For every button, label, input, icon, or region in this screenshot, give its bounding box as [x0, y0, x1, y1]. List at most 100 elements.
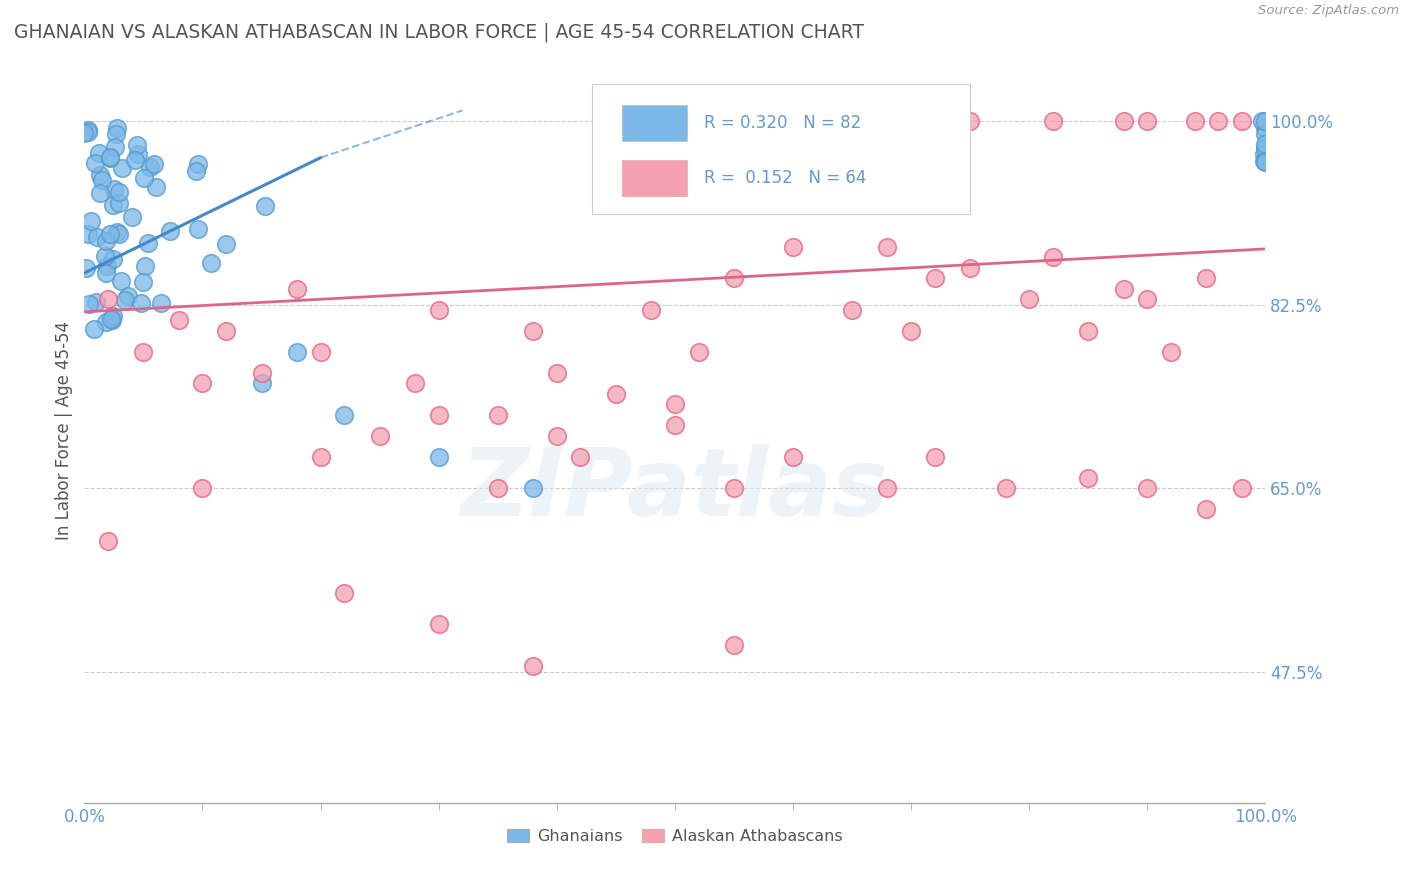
Point: [89, 168, 111, 182]
Point: [723, 639, 745, 653]
Point: [1253, 147, 1275, 161]
Point: [876, 114, 898, 128]
Point: [876, 240, 898, 254]
Point: [124, 153, 146, 168]
Point: [94, 249, 117, 263]
Point: [1136, 114, 1159, 128]
FancyBboxPatch shape: [621, 161, 686, 196]
Point: [1160, 344, 1182, 359]
Point: [782, 114, 804, 128]
Point: [546, 366, 568, 380]
Point: [924, 114, 946, 128]
Point: [841, 302, 863, 317]
Point: [91, 173, 114, 187]
Point: [486, 481, 509, 495]
Point: [110, 274, 132, 288]
Point: [103, 182, 125, 196]
Point: [1230, 481, 1253, 495]
Point: [404, 376, 426, 391]
Point: [486, 408, 509, 422]
Point: [1042, 250, 1064, 264]
Point: [959, 114, 981, 128]
Point: [100, 312, 122, 326]
Point: [114, 293, 136, 307]
Point: [285, 282, 308, 296]
Point: [77, 297, 100, 311]
Point: [187, 222, 209, 236]
Point: [94, 266, 117, 280]
Point: [1254, 155, 1277, 169]
Point: [108, 186, 131, 200]
Point: [900, 324, 922, 338]
Point: [1254, 127, 1277, 141]
Point: [427, 408, 450, 422]
Point: [309, 450, 332, 464]
Point: [994, 481, 1017, 495]
Point: [150, 296, 173, 310]
Point: [97, 292, 120, 306]
Text: R = 0.320   N = 82: R = 0.320 N = 82: [704, 114, 862, 132]
Point: [127, 147, 149, 161]
Text: GHANAIAN VS ALASKAN ATHABASCAN IN LABOR FORCE | AGE 45-54 CORRELATION CHART: GHANAIAN VS ALASKAN ATHABASCAN IN LABOR …: [14, 22, 865, 42]
Point: [522, 659, 544, 673]
Point: [125, 137, 148, 152]
Point: [368, 428, 391, 442]
FancyBboxPatch shape: [592, 84, 970, 214]
Point: [98, 150, 121, 164]
Point: [101, 309, 124, 323]
Point: [134, 171, 156, 186]
Point: [1254, 121, 1277, 136]
Point: [1042, 114, 1064, 128]
Point: [309, 344, 332, 359]
Point: [215, 236, 238, 251]
Point: [1184, 114, 1206, 128]
Point: [111, 161, 134, 176]
Point: [723, 481, 745, 495]
Point: [186, 164, 208, 178]
Point: [132, 276, 155, 290]
Point: [96, 259, 118, 273]
Legend: Ghanaians, Alaskan Athabascans: Ghanaians, Alaskan Athabascans: [501, 822, 849, 851]
Point: [1254, 141, 1277, 155]
Point: [522, 324, 544, 338]
Point: [1077, 324, 1099, 338]
Text: ZIPatlas: ZIPatlas: [461, 444, 889, 536]
Point: [664, 397, 686, 411]
Point: [200, 255, 222, 269]
Point: [105, 225, 128, 239]
Point: [1254, 136, 1277, 151]
Point: [664, 418, 686, 433]
Point: [167, 313, 190, 327]
FancyBboxPatch shape: [621, 105, 686, 141]
Point: [98, 152, 121, 166]
Point: [142, 156, 165, 170]
Point: [97, 533, 120, 548]
Point: [89, 145, 111, 160]
Point: [75, 260, 97, 275]
Point: [98, 227, 121, 241]
Point: [83, 322, 105, 336]
Point: [522, 481, 544, 495]
Point: [191, 481, 214, 495]
Point: [959, 260, 981, 275]
Point: [103, 198, 125, 212]
Point: [1112, 282, 1135, 296]
Text: Source: ZipAtlas.com: Source: ZipAtlas.com: [1258, 4, 1399, 18]
Point: [427, 450, 450, 464]
Point: [1018, 292, 1040, 306]
Point: [1195, 271, 1218, 285]
Point: [187, 156, 209, 170]
Point: [640, 302, 662, 317]
Point: [427, 617, 450, 632]
Point: [84, 155, 107, 169]
Point: [841, 114, 863, 128]
Point: [605, 386, 627, 401]
Point: [782, 450, 804, 464]
Point: [105, 127, 128, 141]
Point: [76, 227, 98, 241]
Point: [104, 140, 127, 154]
Point: [136, 235, 159, 250]
Point: [101, 252, 124, 266]
Point: [1136, 481, 1159, 495]
Point: [121, 210, 143, 224]
